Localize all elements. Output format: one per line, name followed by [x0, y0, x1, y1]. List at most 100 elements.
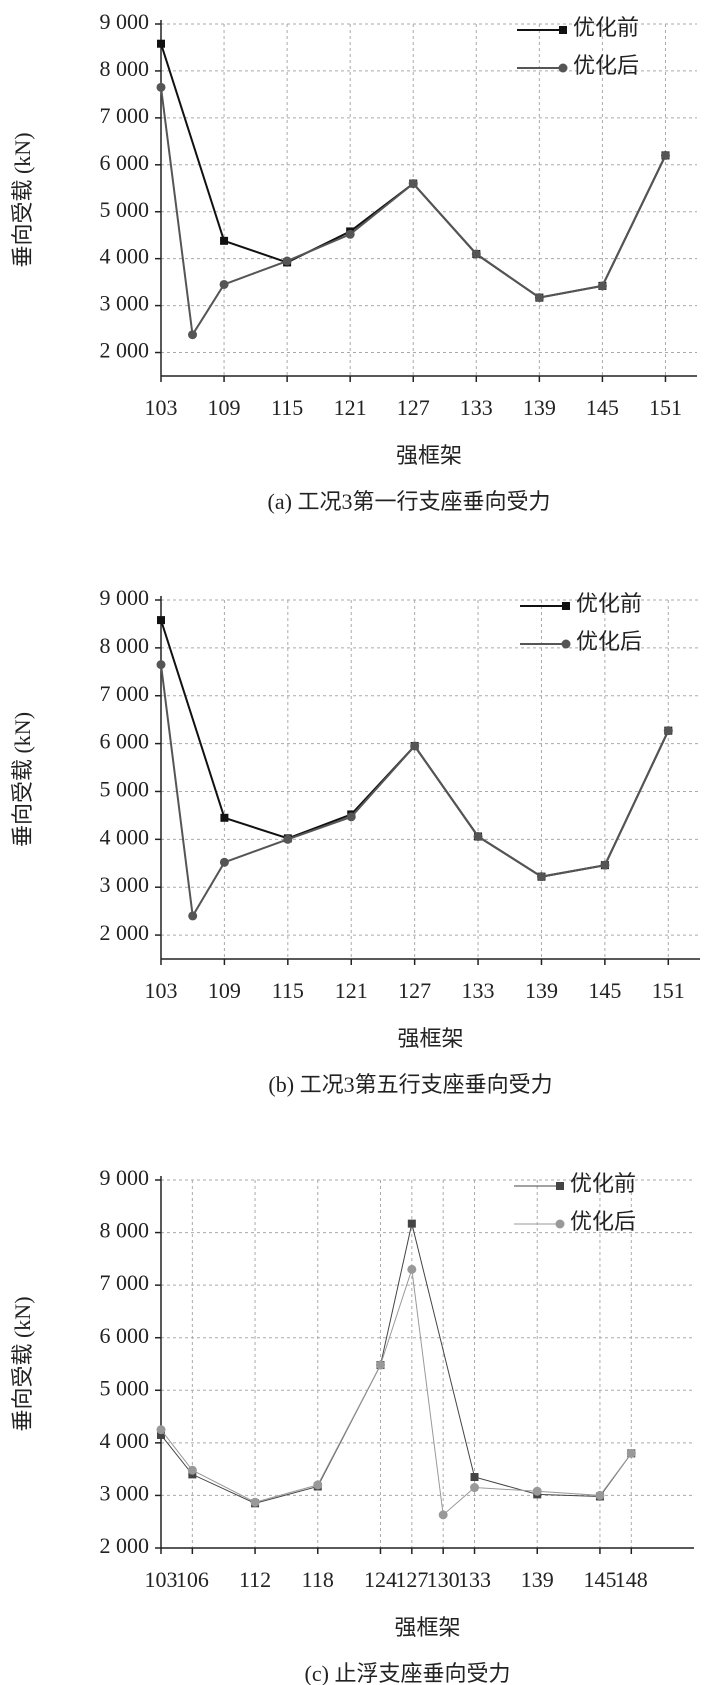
marker [157, 616, 165, 625]
y-tick-label: 9 000 [100, 9, 150, 34]
x-tick-label: 145 [583, 1567, 616, 1592]
caption: (a) 工况3第一行支座垂向受力 [268, 489, 551, 514]
legend-label: 优化前 [570, 1171, 636, 1196]
marker [219, 857, 229, 867]
x-tick-label: 127 [395, 1567, 428, 1592]
marker [470, 1473, 479, 1482]
x-tick-label: 151 [652, 978, 685, 1003]
x-tick-label: 145 [586, 395, 619, 420]
x-axis-title: 强框架 [394, 1615, 460, 1640]
y-tick-label: 4 000 [100, 1428, 150, 1453]
marker [345, 229, 355, 239]
marker [408, 179, 418, 189]
y-tick-label: 3 000 [100, 291, 150, 316]
y-tick-label: 5 000 [100, 1375, 150, 1400]
x-tick-label: 133 [458, 1567, 491, 1592]
x-tick-label: 139 [521, 1567, 554, 1592]
marker [532, 1486, 542, 1496]
marker [407, 1264, 417, 1274]
marker [282, 256, 292, 266]
series-line [160, 1269, 632, 1516]
x-tick-label: 151 [649, 395, 682, 420]
legend-label: 优化后 [570, 1209, 636, 1234]
marker [313, 1480, 323, 1490]
marker [410, 741, 420, 751]
y-tick-label: 5 000 [100, 197, 150, 222]
legend-label: 优化后 [573, 53, 639, 78]
x-tick-label: 109 [208, 978, 241, 1003]
x-tick-label: 103 [145, 978, 178, 1003]
y-axis-title: 垂向受载 (kN) [10, 132, 35, 267]
marker [346, 812, 356, 822]
caption: (b) 工况3第五行支座垂向受力 [268, 1072, 552, 1097]
series-line [160, 87, 667, 338]
marker [220, 236, 229, 245]
y-tick-label: 7 000 [100, 681, 150, 706]
marker [407, 1219, 416, 1228]
marker [156, 1425, 166, 1435]
y-tick-label: 8 000 [100, 56, 150, 81]
y-axis-title: 垂向受载 (kN) [10, 1296, 35, 1431]
marker [562, 602, 570, 610]
y-tick-label: 3 000 [100, 1480, 150, 1505]
x-tick-label: 106 [176, 1567, 209, 1592]
y-tick-label: 3 000 [100, 872, 150, 897]
y-tick-label: 2 000 [100, 920, 150, 945]
marker [188, 911, 198, 921]
marker [470, 1483, 480, 1493]
y-axis-title: 垂向受载 (kN) [10, 712, 35, 847]
marker [558, 63, 568, 73]
y-tick-label: 4 000 [100, 244, 150, 269]
series-line [160, 1223, 632, 1504]
marker [157, 39, 165, 48]
x-axis-title: 强框架 [396, 443, 462, 468]
y-tick-label: 2 000 [100, 338, 150, 363]
marker [473, 831, 483, 841]
x-tick-label: 109 [208, 395, 241, 420]
x-axis-title: 强框架 [397, 1026, 463, 1051]
y-tick-label: 8 000 [100, 1218, 150, 1243]
marker [438, 1510, 448, 1520]
marker [156, 82, 166, 92]
marker [250, 1497, 260, 1507]
y-tick-label: 8 000 [100, 633, 150, 658]
y-tick-label: 4 000 [100, 824, 150, 849]
x-tick-label: 121 [334, 395, 367, 420]
marker [219, 279, 229, 289]
y-tick-label: 7 000 [100, 1270, 150, 1295]
marker [595, 1490, 605, 1500]
marker [157, 1430, 165, 1439]
marker [471, 249, 481, 259]
marker [555, 1219, 565, 1229]
x-tick-label: 115 [272, 978, 304, 1003]
x-tick-label: 127 [398, 978, 431, 1003]
y-tick-label: 7 000 [100, 103, 150, 128]
x-tick-label: 133 [462, 978, 495, 1003]
caption: (c) 止浮支座垂向受力 [305, 1661, 511, 1685]
y-tick-label: 2 000 [100, 1533, 150, 1558]
x-tick-label: 148 [615, 1567, 648, 1592]
marker [561, 639, 571, 649]
marker [626, 1448, 636, 1458]
chart: 2 000 3 000 4 000 5 000 6 000 7 000 8 000 9 000… [10, 585, 700, 1097]
marker [660, 150, 670, 160]
y-tick-label: 9 000 [100, 1165, 150, 1190]
x-tick-label: 139 [523, 395, 556, 420]
legend-label: 优化后 [576, 629, 642, 654]
chart: 2 000 3 000 4 000 5 000 6 000 7 000 8 000 9 000… [10, 9, 697, 514]
x-tick-label: 127 [397, 395, 430, 420]
marker [663, 726, 673, 736]
x-tick-label: 115 [271, 395, 303, 420]
x-tick-label: 112 [239, 1567, 271, 1592]
x-tick-label: 121 [335, 978, 368, 1003]
y-tick-label: 6 000 [100, 150, 150, 175]
x-tick-label: 103 [145, 395, 178, 420]
x-tick-label: 145 [588, 978, 621, 1003]
marker [188, 330, 198, 340]
x-tick-label: 103 [145, 1567, 178, 1592]
y-tick-label: 5 000 [100, 777, 150, 802]
x-tick-label: 130 [427, 1567, 460, 1592]
marker [600, 860, 610, 870]
y-tick-label: 9 000 [100, 585, 150, 610]
